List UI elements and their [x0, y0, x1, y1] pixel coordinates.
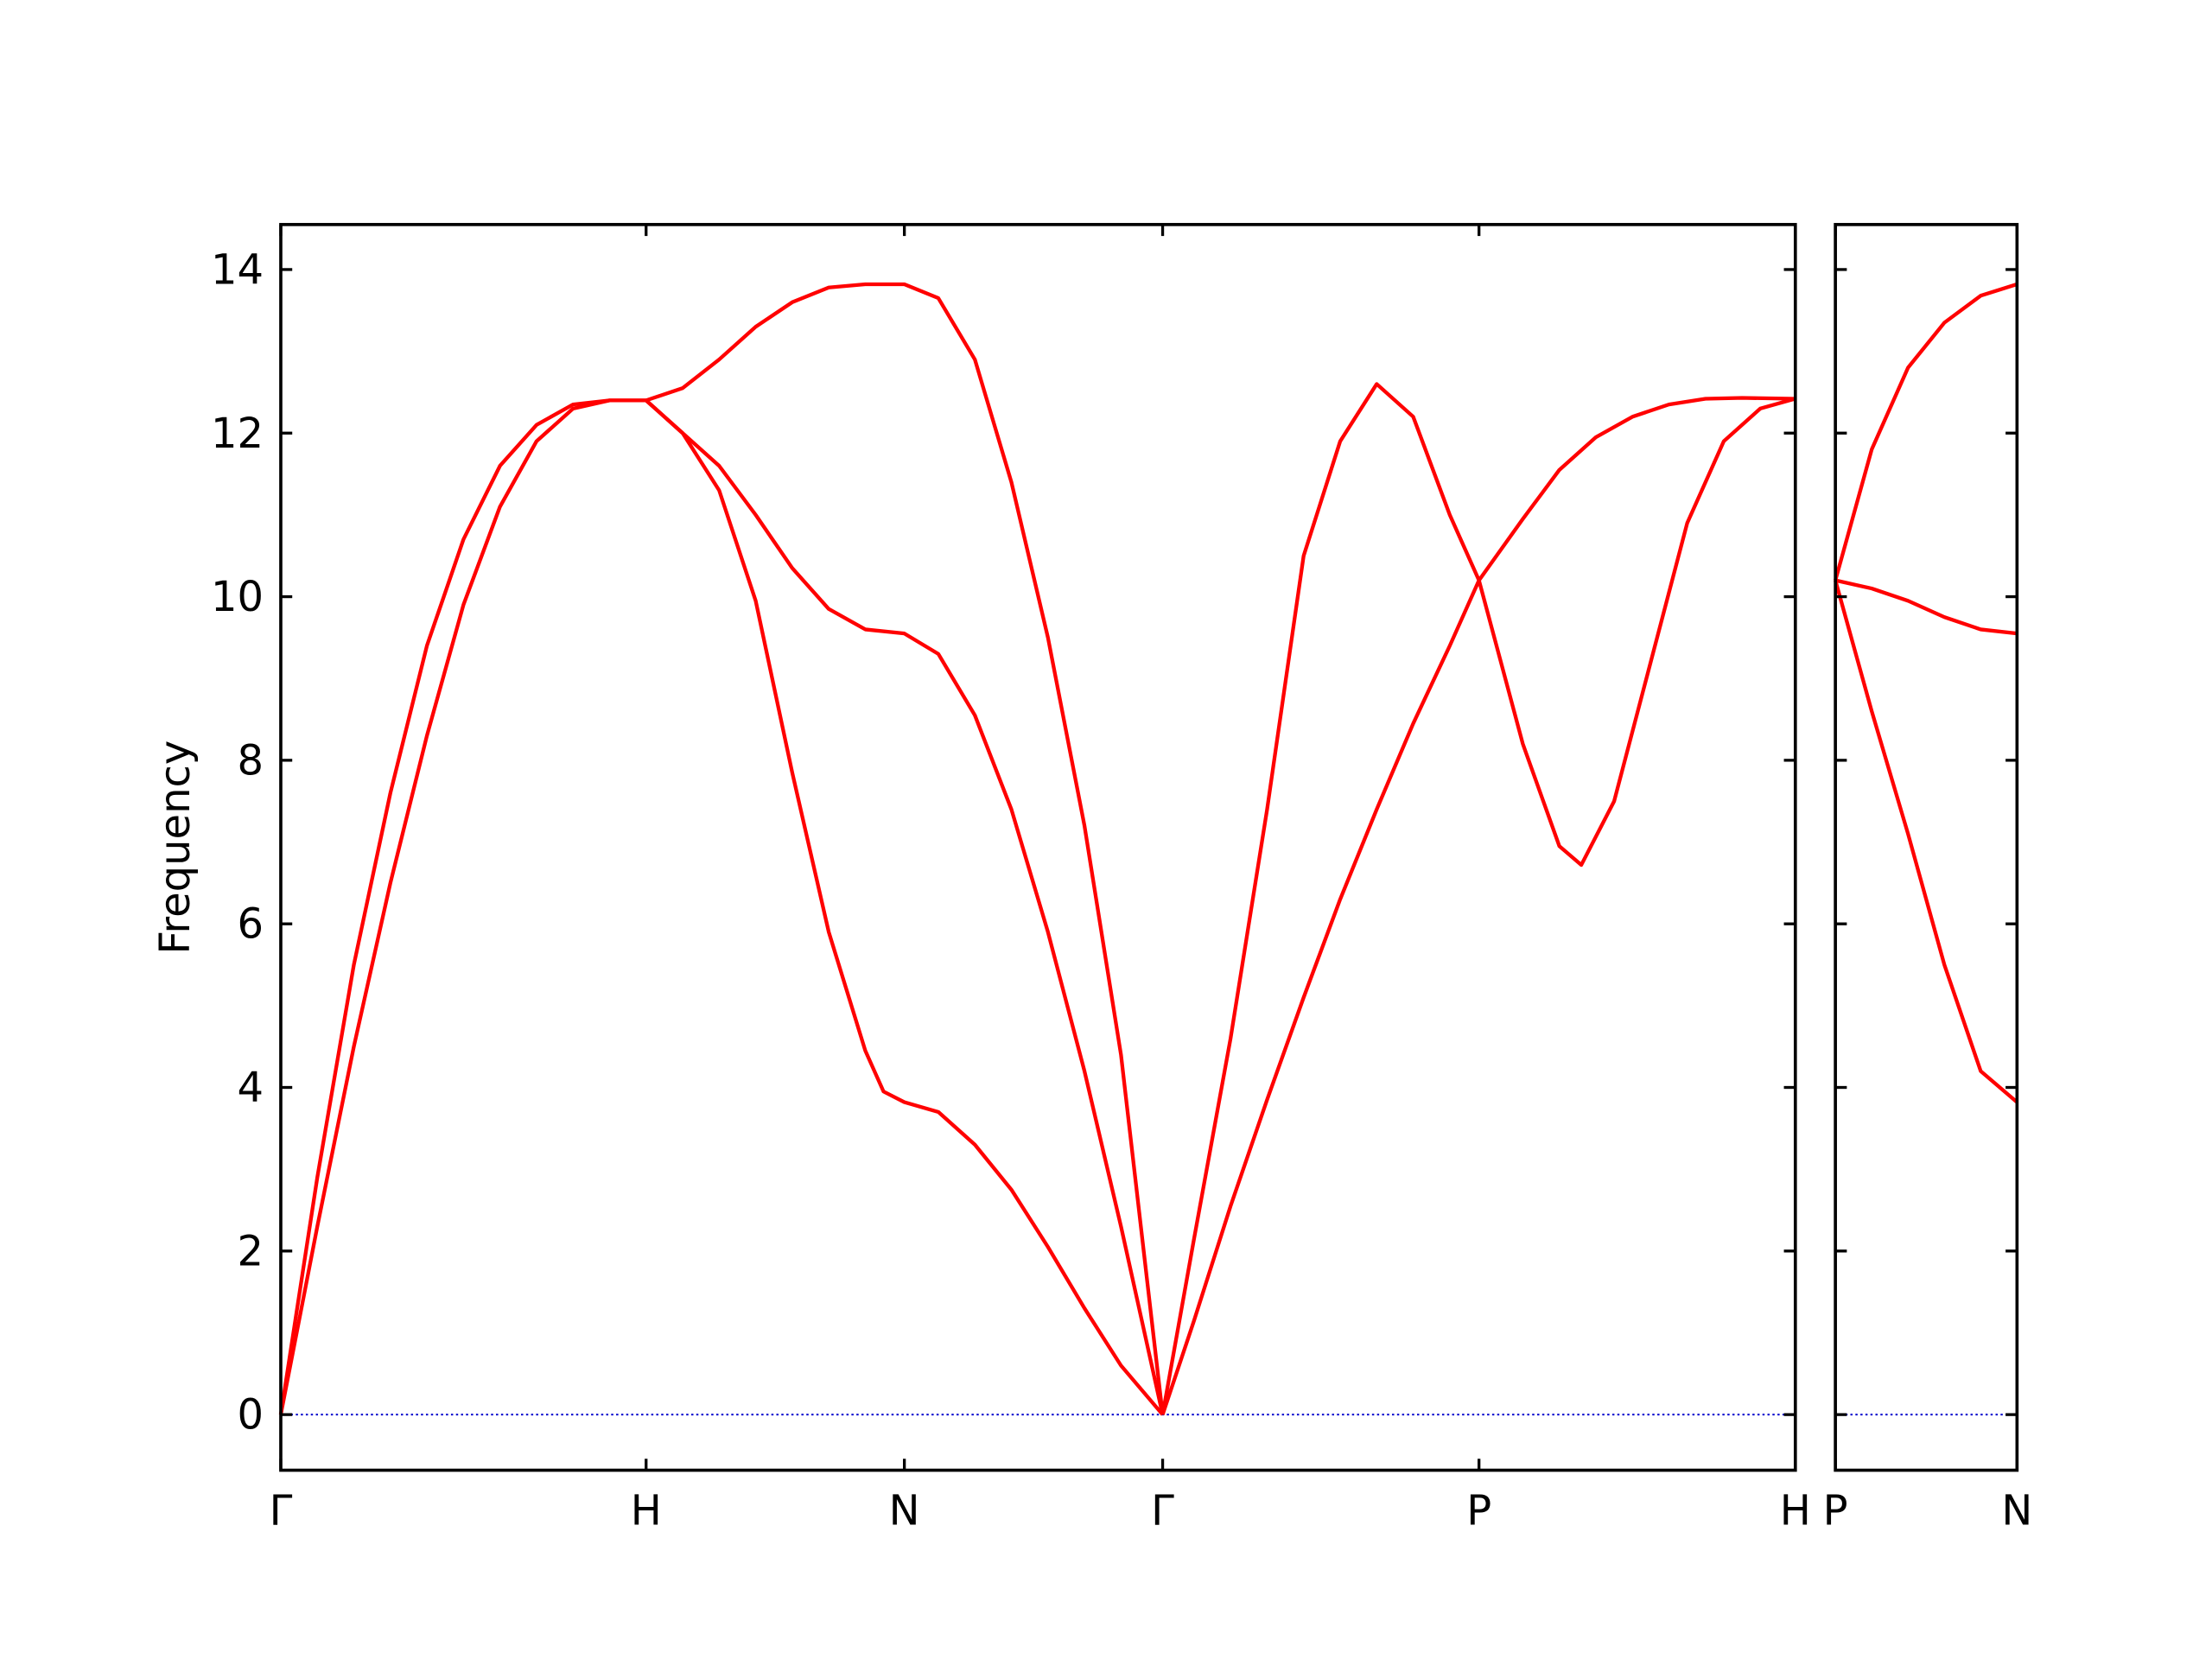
y-tick-label: 4 [238, 1064, 264, 1112]
x-tick-label: P [1466, 1486, 1491, 1535]
band-line [278, 398, 646, 1415]
band-line [1160, 382, 1796, 1415]
band-line [645, 398, 1165, 1415]
x-tick-label: H [1780, 1486, 1811, 1535]
y-axis-label: Frequency [151, 741, 200, 955]
plot-frame [279, 223, 1797, 1472]
y-tick-label: 10 [211, 573, 264, 621]
band-line [645, 398, 1165, 1416]
y-tick-label: 2 [238, 1227, 264, 1275]
y-tick-label: 0 [238, 1391, 264, 1440]
band-line [645, 282, 1165, 1415]
band-line [278, 398, 646, 1415]
x-tick-label: N [889, 1486, 920, 1535]
band-line [1160, 396, 1796, 1415]
y-tick-label: 8 [238, 736, 264, 785]
y-tick-label: 14 [211, 245, 264, 294]
band-line [1834, 580, 2018, 1104]
x-tick-label: P [1823, 1486, 1848, 1535]
x-tick-label: Γ [270, 1486, 293, 1535]
y-tick-label: 6 [238, 900, 264, 949]
band-line [1834, 578, 2018, 636]
plot-frame [1834, 223, 2019, 1472]
x-tick-label: Γ [1151, 1486, 1174, 1535]
x-tick-label: N [2001, 1486, 2032, 1535]
y-tick-label: 12 [211, 410, 264, 458]
band-line [1834, 282, 2018, 582]
x-tick-label: H [631, 1486, 662, 1535]
